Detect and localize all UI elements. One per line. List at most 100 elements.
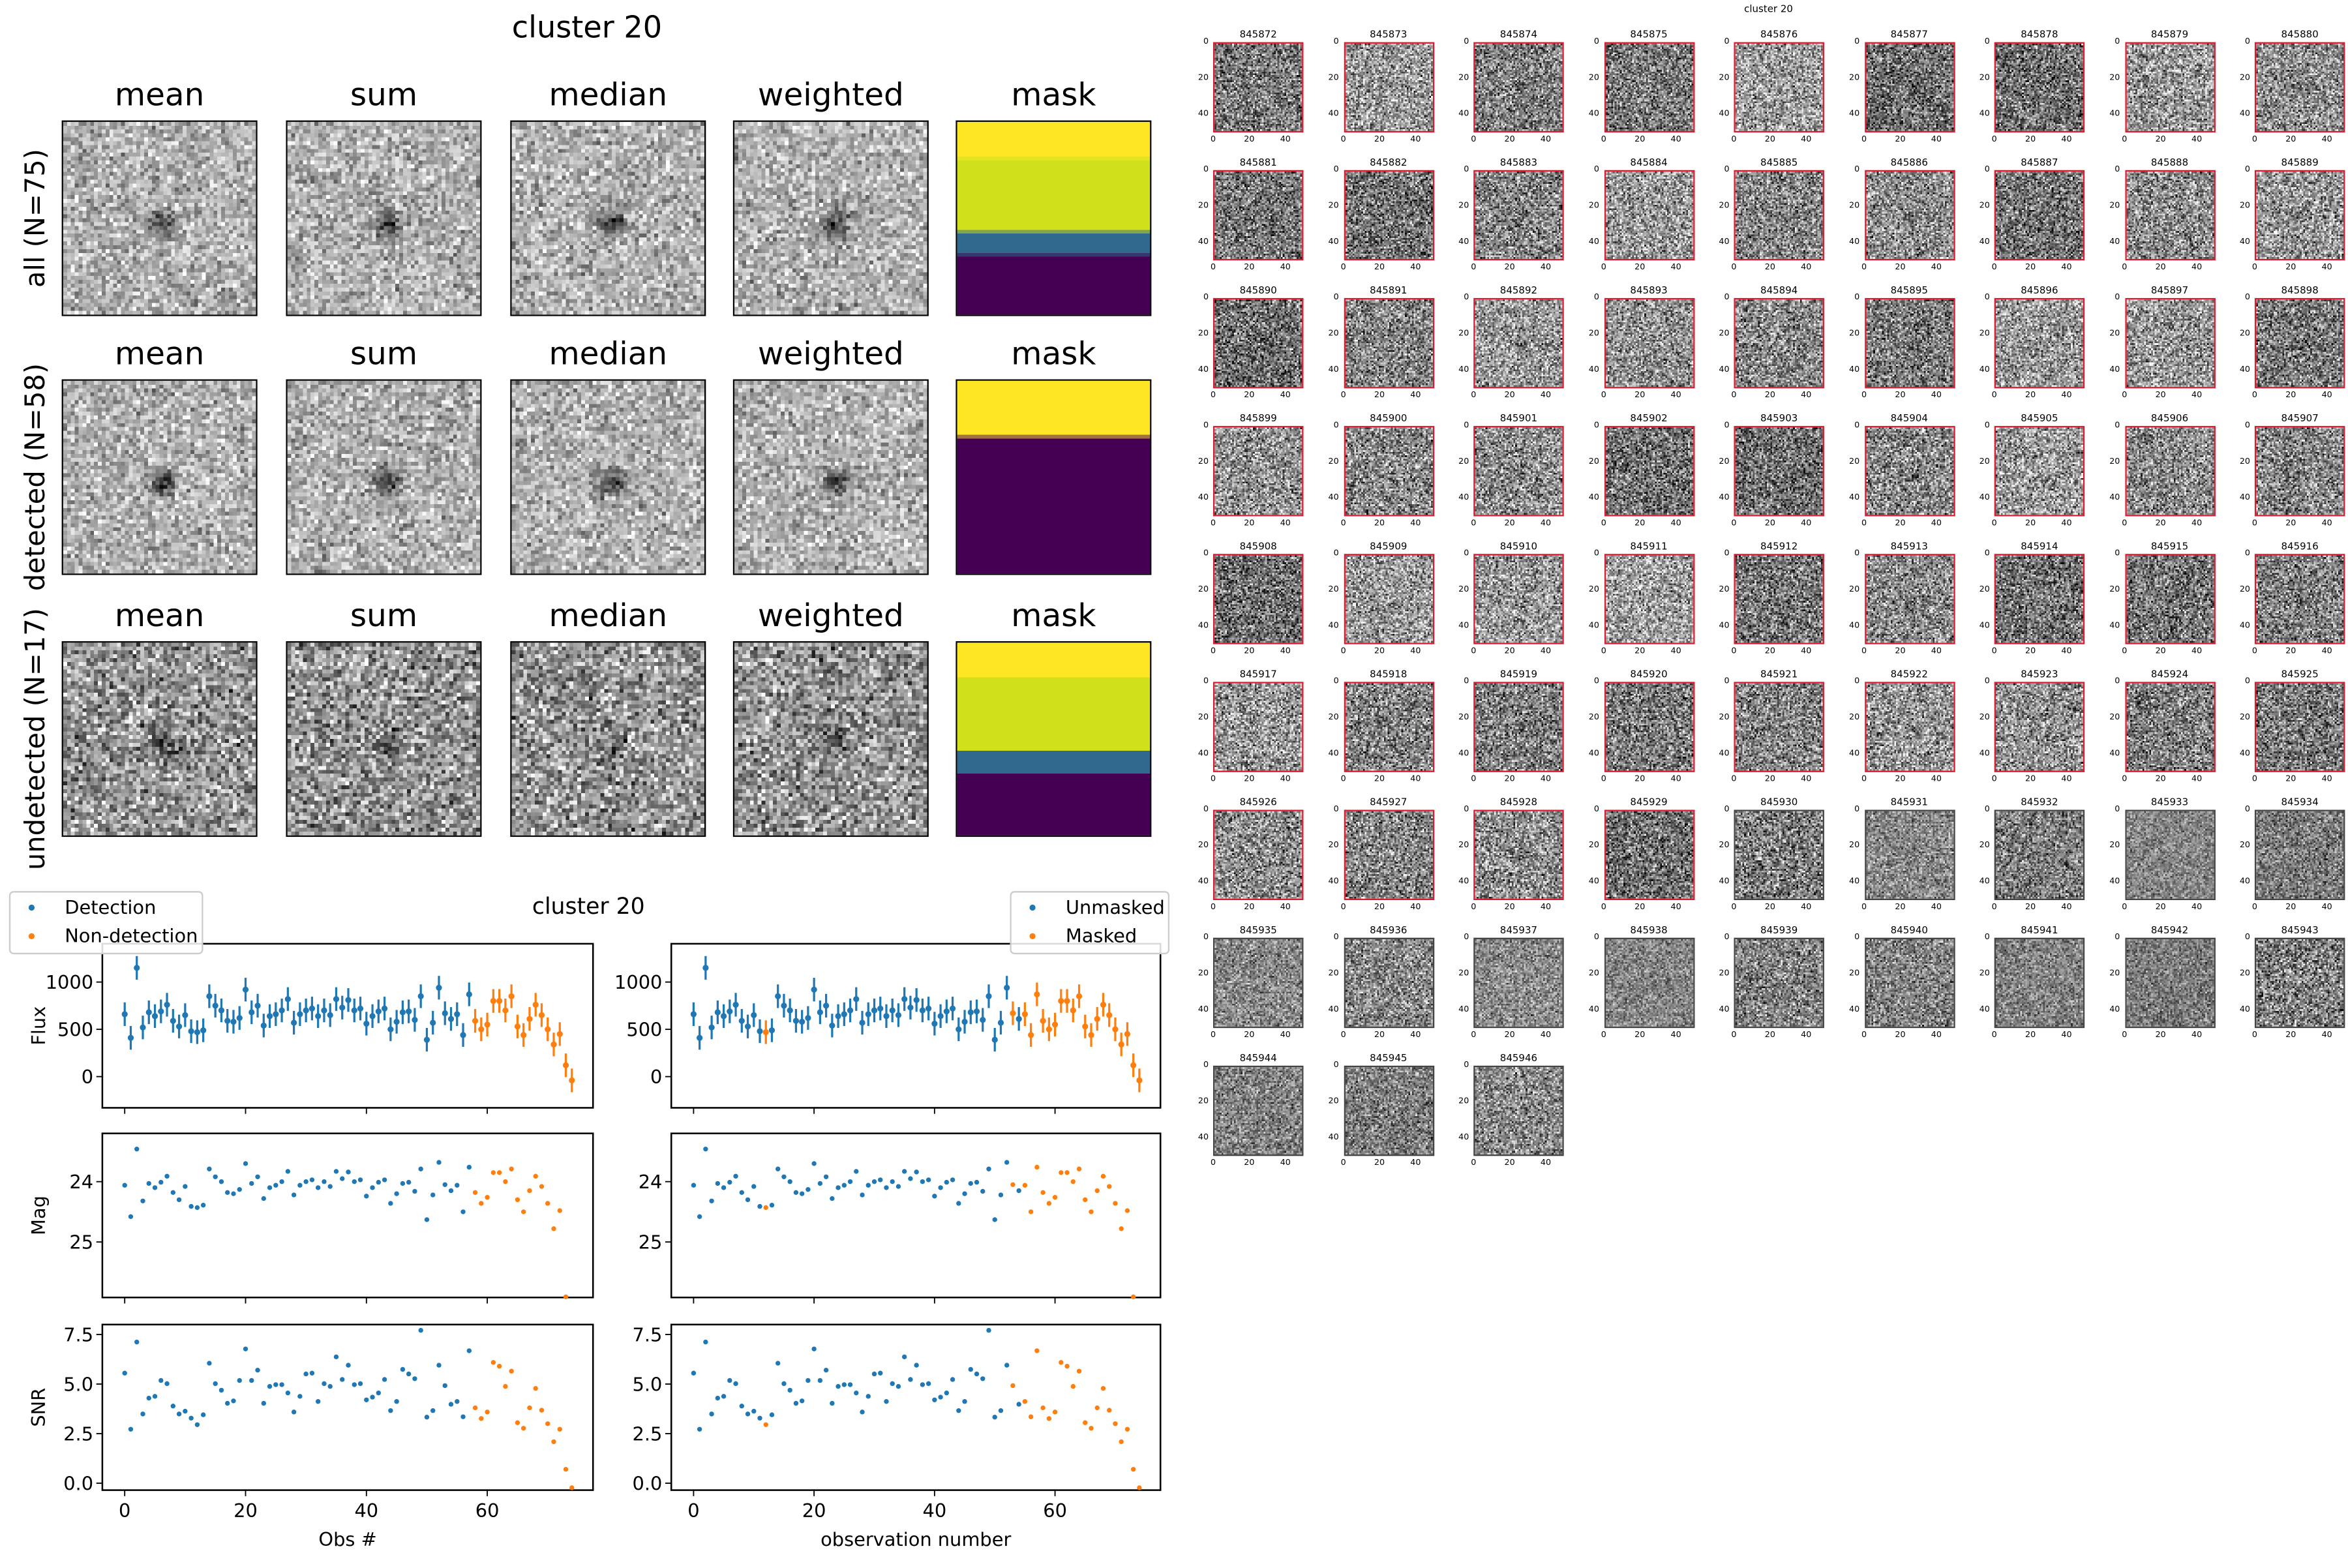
thumbnail-image[interactable] <box>1473 809 1564 900</box>
thumbnail-image[interactable] <box>2124 809 2215 900</box>
thumbnail-image[interactable] <box>2254 426 2345 517</box>
snr-point <box>327 1383 333 1389</box>
thumbnail-x-tick-label: 40 <box>1670 903 1681 912</box>
thumbnail-y-tick-label: 40 <box>1979 493 1990 503</box>
thumbnail-image[interactable] <box>1473 682 1564 772</box>
thumbnail-image[interactable] <box>1603 426 1694 517</box>
thumbnail-image[interactable] <box>2124 682 2215 772</box>
thumbnail-image[interactable] <box>1212 1065 1304 1156</box>
thumbnail-x-tick-label: 20 <box>1504 263 1515 273</box>
thumbnail-image[interactable] <box>1212 809 1304 900</box>
thumbnail-image[interactable] <box>2254 937 2345 1029</box>
thumbnail-y-tick-label: 20 <box>1588 329 1599 339</box>
thumbnail-image[interactable] <box>1212 297 1304 389</box>
thumbnail-image[interactable] <box>1343 809 1434 900</box>
thumbnail-image[interactable] <box>1734 42 1824 133</box>
thumbnail-image[interactable] <box>1864 809 1955 900</box>
thumbnail-image[interactable] <box>1994 554 2085 644</box>
thumbnail-x-tick-label: 40 <box>1801 519 1812 528</box>
thumbnail-image[interactable] <box>2124 554 2215 644</box>
snr-point <box>962 1399 967 1404</box>
thumbnail-image[interactable] <box>2254 554 2345 644</box>
thumbnail-image[interactable] <box>1473 937 1564 1029</box>
thumbnail-image[interactable] <box>1864 426 1955 517</box>
thumbnail-image[interactable] <box>1734 170 1824 261</box>
thumbnail-image[interactable] <box>2254 682 2345 772</box>
thumbnail-image[interactable] <box>1212 42 1304 133</box>
thumbnail-image[interactable] <box>1343 937 1434 1029</box>
thumbnail-y-tick-label: 0 <box>1593 37 1599 47</box>
thumbnail-image[interactable] <box>1864 554 1955 644</box>
flux-point <box>1034 991 1040 998</box>
thumbnail-image[interactable] <box>2254 809 2345 900</box>
thumbnail-x-tick-label: 40 <box>2061 1031 2072 1040</box>
thumbnail-image[interactable] <box>1473 426 1564 517</box>
thumbnail-image[interactable] <box>1734 937 1824 1029</box>
thumbnail-image[interactable] <box>1343 42 1434 133</box>
mag-point <box>315 1185 321 1190</box>
thumbnail-y-tick-label: 20 <box>1588 713 1599 723</box>
thumbnail-image[interactable] <box>1994 937 2085 1029</box>
thumbnail-image[interactable] <box>1343 297 1434 389</box>
thumbnail-image[interactable] <box>1603 297 1694 389</box>
thumbnail-image[interactable] <box>1212 554 1304 644</box>
thumbnail-image[interactable] <box>2124 426 2215 517</box>
thumbnail-image[interactable] <box>1212 426 1304 517</box>
thumbnail-image[interactable] <box>2254 297 2345 389</box>
thumbnail-image[interactable] <box>2124 170 2215 261</box>
thumbnail-image[interactable] <box>1473 554 1564 644</box>
thumbnail-image[interactable] <box>1994 682 2085 772</box>
thumbnail-image[interactable] <box>2124 42 2215 133</box>
thumbnail-title: 845930 <box>1760 796 1798 809</box>
thumbnail-x-tick-label: 20 <box>1895 391 1906 400</box>
stacks-title: cluster 20 <box>511 8 663 46</box>
snr-point <box>140 1411 145 1417</box>
thumbnail-title: 845886 <box>1890 156 1928 169</box>
thumbnail-image[interactable] <box>1212 937 1304 1029</box>
thumbnail-image[interactable] <box>1212 170 1304 261</box>
thumbnail-image[interactable] <box>1473 1065 1564 1156</box>
thumbnail-image[interactable] <box>2124 297 2215 389</box>
thumbnail-image[interactable] <box>1864 297 1955 389</box>
thumbnail-image[interactable] <box>1864 937 1955 1029</box>
mask-image-detected <box>956 379 1152 575</box>
thumbnail-image[interactable] <box>1343 554 1434 644</box>
thumbnail-image[interactable] <box>1994 297 2085 389</box>
thumbnail-image[interactable] <box>2254 170 2345 261</box>
thumbnail-image[interactable] <box>1994 809 2085 900</box>
thumbnail-image[interactable] <box>1603 937 1694 1029</box>
thumbnail-image[interactable] <box>1994 170 2085 261</box>
thumbnail-image[interactable] <box>1603 809 1694 900</box>
thumbnail-image[interactable] <box>1603 554 1694 644</box>
thumbnail-image[interactable] <box>1734 682 1824 772</box>
thumbnail-image[interactable] <box>1864 682 1955 772</box>
thumbnail-image[interactable] <box>1343 1065 1434 1156</box>
thumbnail-image[interactable] <box>1343 682 1434 772</box>
thumbnail-image[interactable] <box>1473 297 1564 389</box>
thumbnail-x-tick-label: 0 <box>1861 775 1867 785</box>
thumbnail-image[interactable] <box>1603 682 1694 772</box>
thumbnail-image[interactable] <box>1994 42 2085 133</box>
thumbnail-image[interactable] <box>1734 554 1824 644</box>
left-flux-panel: 0 500 1000 Flux <box>27 942 594 1114</box>
thumbnail-image[interactable] <box>1603 42 1694 133</box>
thumbnail-image[interactable] <box>1734 809 1824 900</box>
thumbnail-image[interactable] <box>1473 42 1564 133</box>
thumbnail-image[interactable] <box>1864 42 1955 133</box>
thumbnail-image[interactable] <box>1734 297 1824 389</box>
flux-point <box>248 1009 255 1016</box>
thumbnail-image[interactable] <box>1473 170 1564 261</box>
thumbnail-x-tick-label: 40 <box>1801 647 1812 657</box>
snr-point <box>938 1395 943 1400</box>
thumbnail-image[interactable] <box>1603 170 1694 261</box>
thumbnail-image[interactable] <box>2124 937 2215 1029</box>
thumbnail-image[interactable] <box>1734 426 1824 517</box>
mag-point <box>781 1174 787 1179</box>
thumbnail-image[interactable] <box>1994 426 2085 517</box>
thumbnail-image[interactable] <box>1212 682 1304 772</box>
thumbnail-image[interactable] <box>1864 170 1955 261</box>
flux-point <box>829 1022 835 1029</box>
thumbnail-image[interactable] <box>1343 426 1434 517</box>
thumbnail-image[interactable] <box>2254 42 2345 133</box>
thumbnail-image[interactable] <box>1343 170 1434 261</box>
